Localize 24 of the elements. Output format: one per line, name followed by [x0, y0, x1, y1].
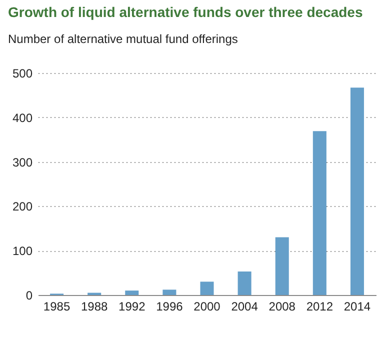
- x-tick-label: 2000: [194, 300, 221, 314]
- y-tick-label: 400: [12, 110, 33, 125]
- bar: [162, 290, 176, 295]
- x-tick-label: 1988: [80, 300, 108, 314]
- bar: [200, 282, 214, 295]
- bar: [238, 271, 252, 295]
- y-tick-label: 300: [12, 155, 33, 170]
- bar: [275, 237, 289, 295]
- x-tick-label: 1992: [118, 300, 146, 314]
- chart-subtitle: Number of alternative mutual fund offerings: [8, 32, 238, 46]
- x-tick-label: 1996: [156, 300, 184, 314]
- x-tick-label: 1985: [43, 300, 70, 314]
- x-tick-label: 2012: [306, 300, 334, 314]
- chart-title: Growth of liquid alternative funds over three decades: [8, 4, 363, 20]
- bar: [350, 88, 364, 295]
- x-tick-label: 2014: [344, 300, 371, 314]
- bar: [125, 290, 139, 295]
- bar: [312, 131, 326, 295]
- y-tick-label: 100: [12, 244, 33, 258]
- x-tick-label: 2004: [231, 300, 258, 314]
- y-tick-label: 0: [26, 288, 33, 302]
- x-tick-label: 2008: [268, 300, 296, 314]
- y-tick-label: 500: [12, 66, 33, 80]
- y-tick-label: 200: [12, 200, 33, 214]
